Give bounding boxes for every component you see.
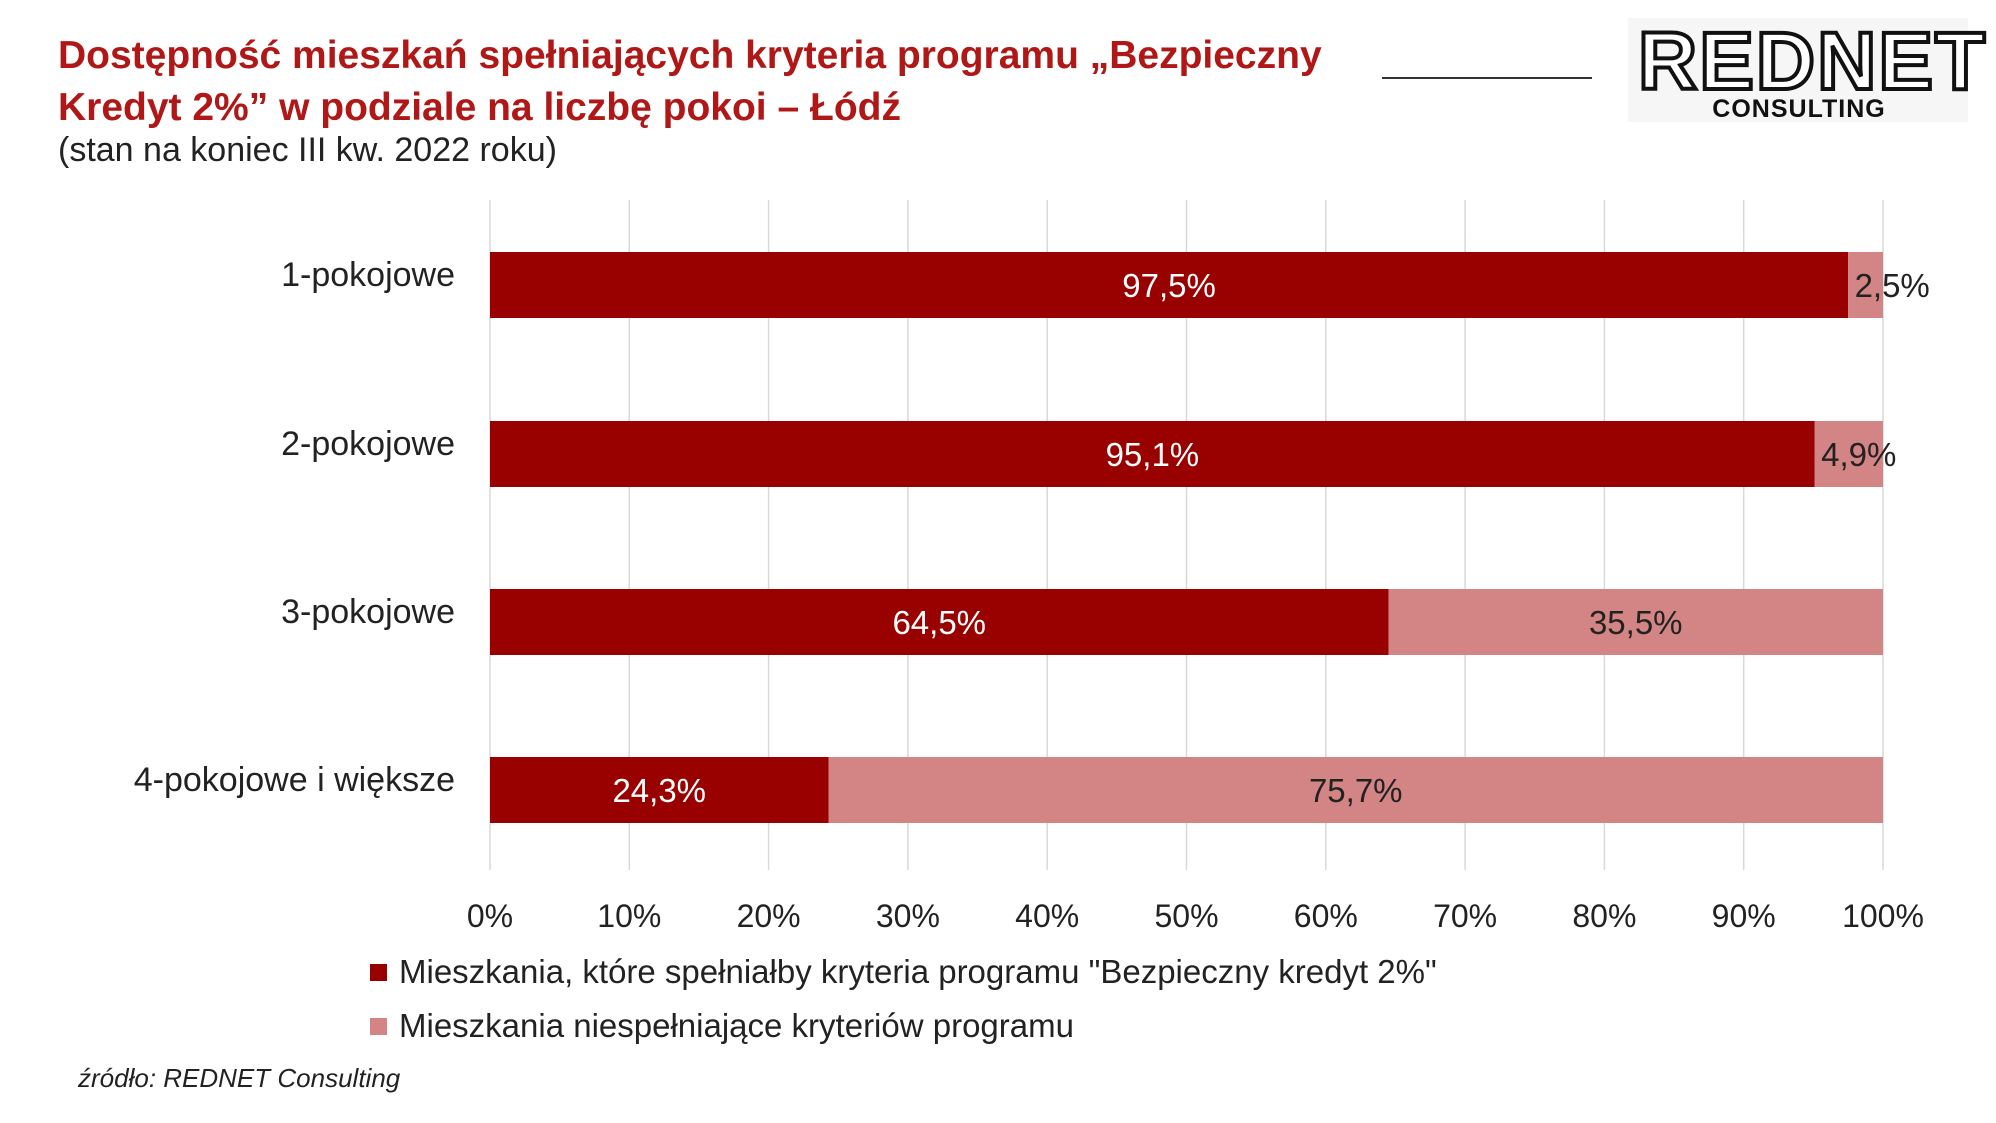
category-label: 4-pokojowe i większe: [134, 761, 455, 799]
bar-meeting-criteria: [490, 589, 1389, 655]
data-label-meeting: 24,3%: [612, 772, 706, 809]
x-tick-label: 40%: [1015, 898, 1079, 934]
bar-not-meeting-criteria: [1388, 589, 1883, 655]
category-label: 1-pokojowe: [281, 256, 455, 294]
x-tick-label: 90%: [1712, 898, 1776, 934]
x-tick-label: 100%: [1842, 898, 1924, 934]
legend-item-meeting-criteria: Mieszkania, które spełniałby kryteria pr…: [370, 945, 1437, 999]
x-tick-label: 80%: [1572, 898, 1636, 934]
legend-label-meeting: Mieszkania, które spełniałby kryteria pr…: [399, 953, 1437, 990]
category-labels: 1-pokojowe 2-pokojowe 3-pokojowe 4-pokojowe…: [134, 256, 455, 799]
x-tick-label: 50%: [1154, 898, 1218, 934]
chart-subtitle: (stan na koniec III kw. 2022 roku): [58, 131, 557, 169]
chart-title: Dostępność mieszkań spełniających kryter…: [58, 34, 1322, 129]
x-tick-label: 20%: [737, 898, 801, 934]
x-tick-label: 0%: [467, 898, 513, 934]
bar-meeting-criteria: [490, 252, 1849, 318]
bar-not-meeting-criteria: [828, 757, 1883, 823]
bar-meeting-criteria: [490, 757, 829, 823]
data-label-meeting: 95,1%: [1106, 436, 1200, 473]
legend-label-not-meeting: Mieszkania niespełniające kryteriów prog…: [399, 1007, 1074, 1044]
logo-subtitle: CONSULTING: [1712, 95, 1886, 123]
data-label-not-meeting: 75,7%: [1309, 772, 1403, 809]
category-label: 2-pokojowe: [281, 425, 455, 463]
bar-meeting-criteria: [490, 421, 1815, 487]
data-label-not-meeting: 4,9%: [1821, 436, 1896, 473]
stacked-bar-chart: 97,5% 2,5% 95,1% 4,9% 64,5% 35,5% 24,3% 75,7% 1…: [134, 200, 1930, 934]
data-label-not-meeting: 35,5%: [1589, 604, 1683, 641]
source-note: źródło: REDNET Consulting: [78, 1063, 401, 1093]
logo-wordmark: REDNET: [1636, 16, 1988, 107]
legend-swatch-not-meeting: [370, 1017, 387, 1035]
x-tick-label: 60%: [1294, 898, 1358, 934]
bar-not-meeting-criteria: [1814, 421, 1883, 487]
x-tick-label: 30%: [876, 898, 940, 934]
category-label: 3-pokojowe: [281, 593, 455, 631]
x-tick-label: 70%: [1433, 898, 1497, 934]
data-label-not-meeting: 2,5%: [1855, 267, 1930, 304]
legend-swatch-meeting: [370, 963, 387, 981]
legend-item-not-meeting-criteria: Mieszkania niespełniające kryteriów prog…: [370, 999, 1437, 1053]
x-tick-label: 10%: [597, 898, 661, 934]
x-axis-tick-labels: 0% 10% 20% 30% 40% 50% 60% 70% 80% 90% 100%: [467, 898, 1924, 934]
legend: Mieszkania, które spełniałby kryteria pr…: [370, 945, 1437, 1053]
rednet-logo: REDNET CONSULTING: [1628, 16, 1988, 123]
data-label-meeting: 97,5%: [1122, 267, 1216, 304]
bars: [490, 252, 1883, 823]
data-labels: 97,5% 2,5% 95,1% 4,9% 64,5% 35,5% 24,3% 75,7%: [612, 267, 1929, 809]
bar-not-meeting-criteria: [1848, 252, 1883, 318]
data-label-meeting: 64,5%: [892, 604, 986, 641]
title-divider: [1382, 77, 1592, 79]
